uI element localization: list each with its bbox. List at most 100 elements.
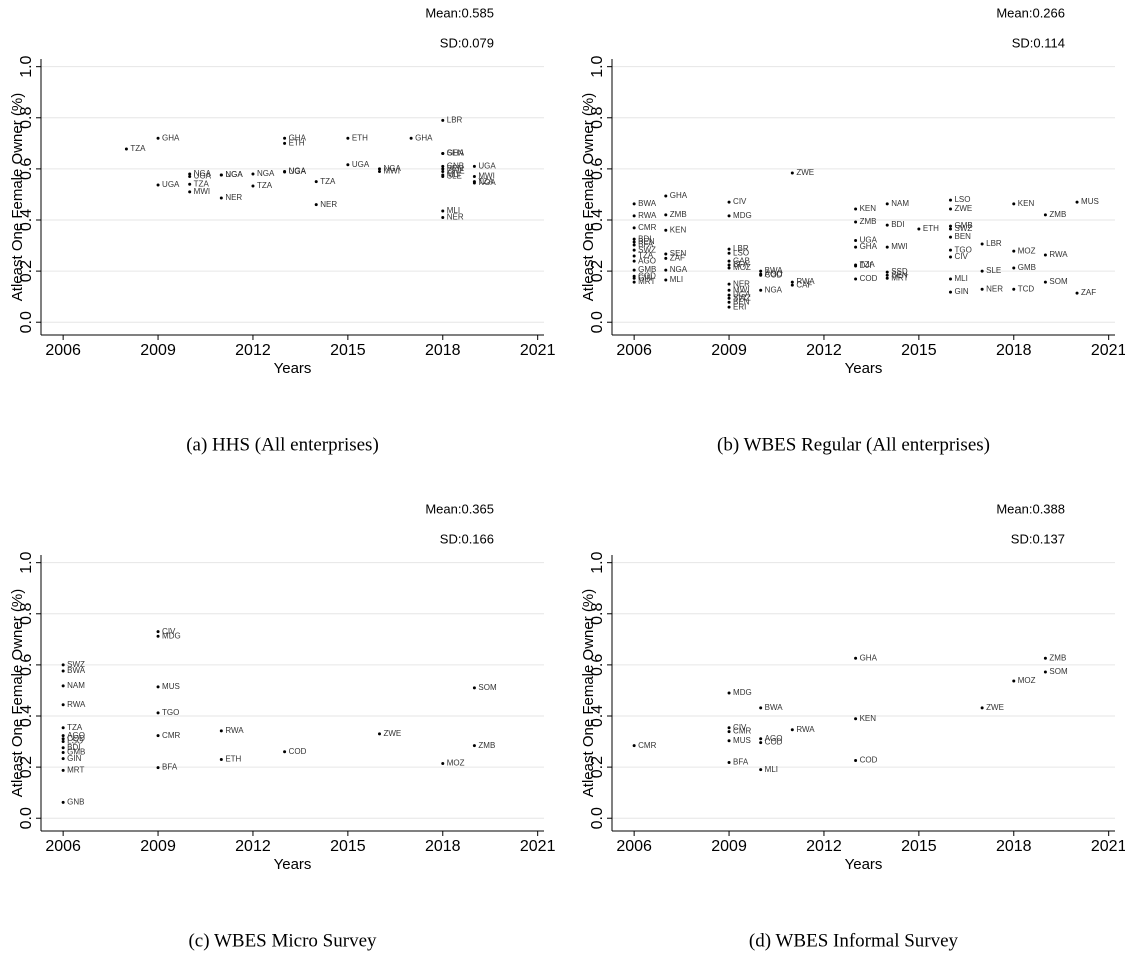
y-tick-label: 0.2 xyxy=(589,756,606,778)
point xyxy=(377,169,381,173)
point-label: BDI xyxy=(891,220,904,229)
annotation: Mean:0.388 xyxy=(996,501,1065,516)
y-axis-title: Atleast One Female Owner (%) xyxy=(580,589,597,797)
annotation: Mean:0.266 xyxy=(996,5,1065,20)
point xyxy=(790,280,794,284)
point-label: CIV xyxy=(733,723,747,732)
point-label: MWI xyxy=(891,242,907,251)
point-label: GNB xyxy=(447,161,464,170)
point-label: LBR xyxy=(986,239,1002,248)
point xyxy=(441,209,445,213)
x-tick-label: 2006 xyxy=(616,342,652,359)
point xyxy=(948,224,952,228)
point xyxy=(948,277,952,281)
point-label: GIN xyxy=(638,273,652,282)
y-tick-label: 0.2 xyxy=(589,260,606,282)
point xyxy=(664,213,668,217)
point-label: LBR xyxy=(447,115,463,124)
point-label: TGO xyxy=(954,245,971,254)
x-tick-label: 2009 xyxy=(140,838,176,855)
x-tick-label: 2012 xyxy=(235,342,271,359)
point xyxy=(854,758,858,762)
point xyxy=(472,181,476,185)
point-label: MLI xyxy=(954,274,967,283)
point-label: ERI xyxy=(733,302,746,311)
point-label: GHA xyxy=(860,242,878,251)
point-label: BEN xyxy=(447,164,464,173)
point xyxy=(727,266,731,270)
point-label: SWZ xyxy=(733,293,751,302)
y-tick-label: 1.0 xyxy=(589,551,606,573)
point-label: TZA xyxy=(320,177,336,186)
point xyxy=(885,202,889,206)
x-tick-label: 2006 xyxy=(45,838,81,855)
point-label: KEN xyxy=(1018,199,1035,208)
point xyxy=(188,182,192,186)
point xyxy=(632,237,636,241)
point-label: COD xyxy=(860,274,878,283)
point-label: BDI xyxy=(67,743,80,752)
point xyxy=(283,136,287,140)
point xyxy=(759,706,763,710)
point xyxy=(441,152,445,156)
annotation: SD:0.166 xyxy=(440,531,494,546)
point-label: MWI xyxy=(733,285,749,294)
point-label: ZMB xyxy=(670,210,687,219)
point xyxy=(61,746,65,750)
point xyxy=(156,685,160,689)
annotation: SD:0.137 xyxy=(1011,531,1065,546)
point xyxy=(790,171,794,175)
point-label: ZAF xyxy=(1081,288,1096,297)
point-label: UGA xyxy=(860,236,878,245)
point-label: TZA xyxy=(257,181,273,190)
x-tick-label: 2015 xyxy=(330,838,366,855)
x-tick-label: 2021 xyxy=(1091,838,1125,855)
x-tick-label: 2015 xyxy=(901,838,937,855)
point xyxy=(727,247,731,251)
point xyxy=(948,235,952,239)
point-label: MLI xyxy=(447,206,460,215)
point-label: ZMB xyxy=(1049,653,1066,662)
point-label: SWZ xyxy=(67,660,85,669)
point xyxy=(346,163,350,167)
point-label: BEN xyxy=(733,297,750,306)
point-label: UGA xyxy=(162,180,180,189)
point xyxy=(854,245,858,249)
point-label: MDG xyxy=(162,631,181,640)
point-label: BFA xyxy=(638,240,654,249)
point-label: SOM xyxy=(478,683,497,692)
point-label: ZMB xyxy=(860,217,877,226)
point-label: ZMB xyxy=(1049,210,1066,219)
point-label: GAB xyxy=(733,256,750,265)
point xyxy=(885,273,889,277)
annotation: Mean:0.585 xyxy=(425,5,494,20)
point-label: TZA xyxy=(67,723,83,732)
point xyxy=(664,252,668,256)
point xyxy=(664,228,668,232)
x-tick-label: 2015 xyxy=(901,342,937,359)
point-label: UGA xyxy=(733,290,751,299)
point xyxy=(1012,266,1016,270)
caption: (c) WBES Micro Survey xyxy=(188,930,377,951)
point xyxy=(156,766,160,770)
point xyxy=(727,296,731,300)
point xyxy=(283,750,287,754)
point-label: CMR xyxy=(733,727,751,736)
point-label: RWA xyxy=(1049,250,1068,259)
panel: 0.0 0.2 0.4 0.6 0.8 1.0 2006 2009 2012 2015 2018 20… xyxy=(580,5,1125,455)
point-label: LSO xyxy=(954,195,970,204)
point xyxy=(632,276,636,280)
point-label: CIV xyxy=(733,197,747,206)
point-label: UGA xyxy=(352,160,370,169)
point-label: NER xyxy=(225,193,242,202)
point-label: BWA xyxy=(765,266,784,275)
y-tick-label: 0.8 xyxy=(18,603,35,625)
point-label: KEN xyxy=(860,714,877,723)
point xyxy=(1043,656,1047,660)
point-label: UGA xyxy=(225,170,243,179)
point-label: SWZ xyxy=(638,245,656,254)
panel: 0.0 0.2 0.4 0.6 0.8 1.0 2006 2009 2012 2015 2018 20… xyxy=(9,5,556,455)
point-label: GIN xyxy=(954,287,968,296)
point xyxy=(727,259,731,263)
